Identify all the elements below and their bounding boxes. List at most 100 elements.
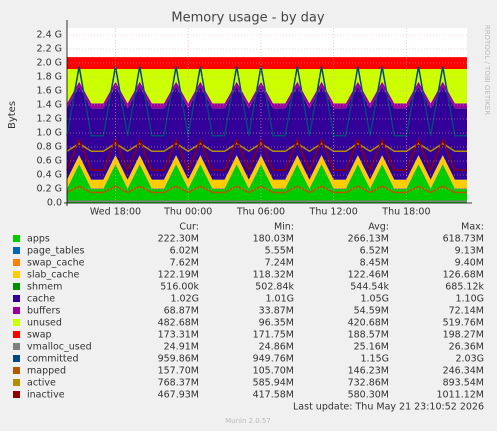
legend-stat: 146.23M bbox=[348, 366, 389, 377]
legend-stat: 1.02G bbox=[170, 294, 199, 305]
legend-stat: 9.40M bbox=[455, 258, 484, 269]
legend-name: swap_cache bbox=[27, 258, 85, 269]
legend-stat: 685.12k bbox=[445, 282, 484, 293]
legend-swatch bbox=[13, 355, 20, 362]
area bbox=[67, 81, 467, 109]
legend-swatch bbox=[13, 283, 20, 290]
legend-swatch bbox=[13, 391, 20, 398]
legend-name: page_tables bbox=[27, 246, 85, 257]
legend-stat: 519.76M bbox=[443, 318, 484, 329]
legend-stat: 7.62M bbox=[170, 258, 199, 269]
y-tick-label: 0.6 G bbox=[37, 156, 63, 167]
y-tick-label: 0.8 G bbox=[37, 142, 63, 153]
legend-name: committed bbox=[27, 354, 79, 365]
legend-stat: 1.05G bbox=[360, 294, 389, 305]
legend-name: slab_cache bbox=[27, 270, 79, 281]
legend-header: Cur: bbox=[179, 222, 199, 233]
side-text: RRDTOOL / TOBI OETIKER bbox=[483, 25, 491, 115]
legend-stat: 516.00k bbox=[160, 282, 199, 293]
y-tick-label: 2.4 G bbox=[37, 30, 63, 41]
legend-stat: 768.37M bbox=[158, 378, 199, 389]
legend-stat: 949.76M bbox=[253, 354, 294, 365]
legend-stat: 25.16M bbox=[354, 342, 389, 353]
legend-stat: 618.73M bbox=[443, 234, 484, 245]
legend-swatch bbox=[13, 235, 20, 242]
legend-swatch bbox=[13, 307, 20, 314]
legend-stat: 544.54k bbox=[350, 282, 389, 293]
area bbox=[67, 155, 467, 189]
legend-stat: 24.86M bbox=[259, 342, 294, 353]
legend-stat: 173.31M bbox=[158, 330, 199, 341]
legend-stat: 105.70M bbox=[253, 366, 294, 377]
legend-stat: 180.03M bbox=[253, 234, 294, 245]
legend-header: Max: bbox=[461, 222, 484, 233]
legend-stat: 6.52M bbox=[360, 246, 389, 257]
legend-stat: 188.57M bbox=[348, 330, 389, 341]
legend-header: Avg: bbox=[368, 222, 389, 233]
line bbox=[66, 66, 467, 137]
legend-name: unused bbox=[27, 318, 62, 329]
legend-stat: 2.03G bbox=[455, 354, 484, 365]
legend-name: swap bbox=[27, 330, 52, 341]
x-tick-label: Thu 18:00 bbox=[381, 207, 430, 218]
legend-stat: 420.68M bbox=[348, 318, 389, 329]
y-tick-label: 0.0 bbox=[47, 198, 62, 209]
legend-stat: 72.14M bbox=[449, 306, 484, 317]
legend-stat: 893.54M bbox=[443, 378, 484, 389]
legend-stat: 68.87M bbox=[164, 306, 199, 317]
legend-stat: 482.68M bbox=[158, 318, 199, 329]
legend-swatch bbox=[13, 379, 20, 386]
legend-stat: 1.15G bbox=[360, 354, 389, 365]
legend-stat: 171.75M bbox=[253, 330, 294, 341]
legend-stat: 585.94M bbox=[253, 378, 294, 389]
area bbox=[67, 57, 467, 70]
legend-stat: 122.46M bbox=[348, 270, 389, 281]
line bbox=[66, 137, 467, 173]
legend-stat: 502.84k bbox=[255, 282, 294, 293]
legend-swatch bbox=[13, 259, 20, 266]
y-tick-label: 1.6 G bbox=[37, 86, 63, 97]
area bbox=[67, 86, 467, 180]
legend-stat: 96.35M bbox=[259, 318, 294, 329]
legend-stat: 266.13M bbox=[348, 234, 389, 245]
legend-stat: 157.70M bbox=[158, 366, 199, 377]
version: Munin 2.0.57 bbox=[225, 417, 271, 425]
area bbox=[67, 69, 467, 104]
legend-header: Min: bbox=[274, 222, 294, 233]
y-tick-label: 1.4 G bbox=[37, 100, 63, 111]
legend-stat: 6.02M bbox=[170, 246, 199, 257]
area bbox=[67, 164, 467, 203]
chart-title: Memory usage - by day bbox=[171, 11, 324, 26]
y-tick-label: 1.2 G bbox=[37, 114, 63, 125]
x-tick-label: Wed 18:00 bbox=[90, 207, 141, 218]
legend-stat: 26.36M bbox=[449, 342, 484, 353]
legend-stat: 33.87M bbox=[259, 306, 294, 317]
legend-stat: 1.01G bbox=[265, 294, 294, 305]
legend-stat: 222.30M bbox=[158, 234, 199, 245]
y-tick-label: 0.2 G bbox=[37, 184, 63, 195]
legend-stat: 246.34M bbox=[443, 366, 484, 377]
legend-name: mapped bbox=[27, 366, 66, 377]
line bbox=[66, 185, 467, 194]
area bbox=[67, 155, 467, 180]
legend-stat: 54.59M bbox=[354, 306, 389, 317]
y-axis-label: Bytes bbox=[7, 101, 18, 129]
legend-swatch bbox=[13, 247, 20, 254]
x-tick-label: Thu 00:00 bbox=[163, 207, 212, 218]
footer: Last update: Thu May 21 23:10:52 2026 bbox=[293, 402, 484, 413]
legend-stat: 118.32M bbox=[253, 270, 294, 281]
y-tick-label: 1.0 G bbox=[37, 128, 63, 139]
legend-name: shmem bbox=[27, 282, 62, 293]
legend-swatch bbox=[13, 331, 20, 338]
area bbox=[67, 163, 467, 189]
legend-name: cache bbox=[27, 294, 55, 305]
legend-stat: 9.13M bbox=[455, 246, 484, 257]
y-tick-label: 0.4 G bbox=[37, 170, 63, 181]
legend-stat: 1011.12M bbox=[437, 390, 484, 401]
legend-swatch bbox=[13, 319, 20, 326]
legend-stat: 24.91M bbox=[164, 342, 199, 353]
y-tick-label: 2.0 G bbox=[37, 58, 63, 69]
area bbox=[67, 164, 467, 189]
x-tick-label: Thu 06:00 bbox=[236, 207, 285, 218]
